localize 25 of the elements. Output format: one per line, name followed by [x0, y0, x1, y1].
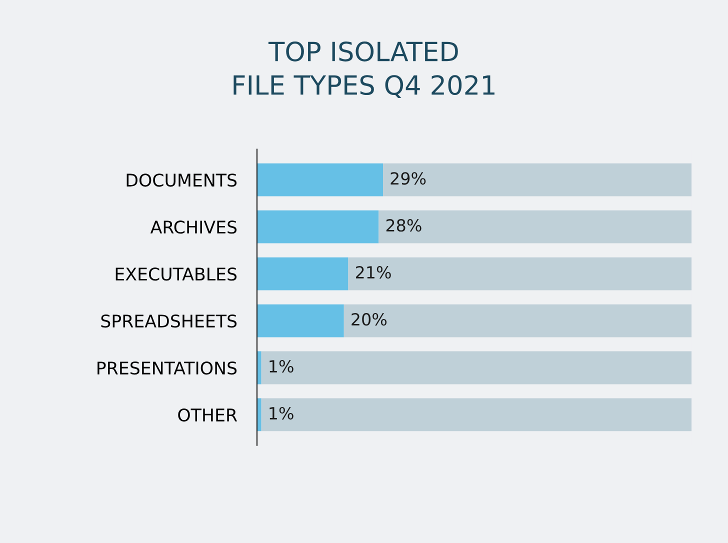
bar: [256, 351, 262, 384]
y-tick-label: OTHER: [178, 408, 238, 422]
data-label: 28%: [386, 219, 422, 232]
y-tick-label: ARCHIVES: [150, 220, 237, 234]
bar: [383, 163, 692, 196]
bar: [256, 257, 348, 290]
data-label: 29%: [390, 172, 426, 185]
bar: [348, 257, 692, 290]
y-tick-label: SPREADSHEETS: [101, 314, 237, 328]
bar: [256, 163, 384, 196]
data-label: 1%: [270, 360, 294, 373]
chart-title: TOP ISOLATED FILE TYPES Q4 2021: [234, 42, 494, 98]
bar: [256, 304, 344, 338]
bar: [256, 398, 262, 432]
data-label: 1%: [270, 406, 294, 420]
data-label: 21%: [356, 266, 391, 279]
bar: [261, 398, 692, 432]
data-label: 20%: [352, 313, 387, 326]
y-tick-label: EXECUTABLES: [116, 268, 237, 281]
y-tick-label: DOCUMENTS: [126, 174, 237, 187]
y-tick-label: PRESENTATIONS: [98, 361, 237, 375]
bar: [378, 210, 692, 244]
bar: [261, 351, 692, 384]
bar: [256, 210, 379, 244]
bar: [344, 304, 692, 338]
